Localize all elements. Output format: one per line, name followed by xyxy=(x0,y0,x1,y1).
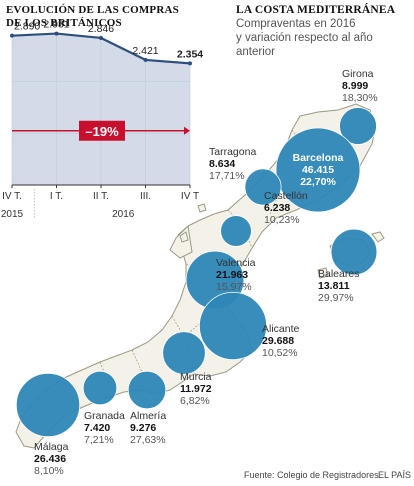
place-value: 6.238 xyxy=(264,202,291,214)
bubble-granada xyxy=(82,370,118,406)
place-name: Granada xyxy=(84,410,125,422)
value-label: 2.354 xyxy=(177,48,203,60)
small-island xyxy=(317,267,329,279)
place-name: Castellón xyxy=(264,190,308,202)
place-name: Málaga xyxy=(34,441,69,453)
place-name: Girona xyxy=(342,68,374,80)
place-change: 8,10% xyxy=(34,465,64,477)
year-label: 2015 xyxy=(1,209,24,220)
place-change: 22,70% xyxy=(300,176,336,188)
change-badge-label: –19% xyxy=(85,124,119,139)
place-value: 21.963 xyxy=(216,269,249,281)
bubble-label-tarragona: Tarragona 8.634 17,71% xyxy=(209,146,256,182)
place-value: 7.420 xyxy=(84,422,111,434)
bubble-label-granada: Granada 7.420 7,21% xyxy=(84,410,125,446)
data-point xyxy=(188,61,192,66)
bubble-layer xyxy=(15,107,378,438)
x-tick-label: I T. xyxy=(50,191,63,202)
bubble-malaga xyxy=(15,372,81,438)
bubble-label-alicante: Alicante 29.688 10,52% xyxy=(262,323,299,359)
place-change: 29,97% xyxy=(318,292,354,304)
brand-label: EL PAÍS xyxy=(378,470,412,480)
bubble-tarragona xyxy=(244,168,282,206)
area-chart-layer: 2.890 2.931 2.846 2.421 2.354 IV T. I T. II T. I… xyxy=(1,19,203,220)
bubble-label-valencia: Valencia 21.963 15,97% xyxy=(216,257,256,293)
year-label: 2016 xyxy=(112,209,135,220)
place-change: 7,21% xyxy=(84,434,114,446)
left-title-line2: DE LOS BRITÁNICOS xyxy=(6,17,122,29)
place-name: Baleares xyxy=(318,268,360,280)
value-label: 2.890 xyxy=(14,21,40,33)
place-value: 9.276 xyxy=(130,422,157,434)
bubble-label-girona: Girona 8.999 18,30% xyxy=(342,68,378,104)
place-name: Almería xyxy=(130,410,167,422)
place-name: Valencia xyxy=(216,257,256,269)
place-name: Barcelona xyxy=(292,152,344,164)
bubble-almeria xyxy=(127,370,167,410)
place-name: Alicante xyxy=(262,323,300,335)
bubble-alicante xyxy=(199,292,267,360)
bubble-barcelona xyxy=(275,127,361,213)
small-island xyxy=(371,231,385,243)
place-value: 11.972 xyxy=(180,383,212,395)
subtitle-line2: y variación respecto al año anterior xyxy=(236,32,373,58)
source-note: Fuente: Colegio de Registradores. xyxy=(244,470,382,480)
right-chart-title: LA COSTA MEDITERRÁNEA xyxy=(236,4,396,16)
x-tick-label: IV T. xyxy=(2,191,22,202)
place-value: 8.999 xyxy=(342,80,369,92)
change-arrow-head xyxy=(184,126,190,135)
small-island xyxy=(197,203,207,213)
data-point xyxy=(54,31,59,36)
bubble-label-baleares: Baleares 13.811 29,97% xyxy=(318,268,359,304)
x-tick-label: IV T xyxy=(181,191,199,202)
place-change: 15,97% xyxy=(216,281,252,293)
bubble-label-castellon: Castellón 6.238 10,23% xyxy=(264,190,308,226)
data-point xyxy=(143,57,148,62)
place-value: 13.811 xyxy=(318,280,350,292)
place-change: 17,71% xyxy=(209,170,245,182)
data-point xyxy=(10,33,14,38)
place-value: 26.436 xyxy=(34,453,67,465)
change-badge xyxy=(79,120,125,141)
bubble-murcia xyxy=(162,331,206,375)
place-value: 29.688 xyxy=(262,335,295,347)
subtitle-line1: Compraventas en 2016 xyxy=(236,18,356,30)
left-chart-title: EVOLUCIÓN DE LAS COMPRAS DE LOS BRITÁNIC… xyxy=(6,4,179,30)
bubble-girona xyxy=(339,107,377,145)
bubble-baleares xyxy=(330,228,378,276)
place-name: Murcia xyxy=(180,371,212,383)
value-label: 2.421 xyxy=(132,45,158,57)
small-island xyxy=(179,231,189,243)
x-tick-label: II T. xyxy=(93,191,109,202)
x-tick-label: III. xyxy=(140,191,151,202)
place-name: Tarragona xyxy=(209,146,257,158)
place-change: 27,63% xyxy=(130,434,166,446)
place-change: 6,82% xyxy=(180,395,210,407)
place-change: 10,23% xyxy=(264,214,300,226)
place-change: 18,30% xyxy=(342,92,378,104)
place-change: 10,52% xyxy=(262,347,298,359)
place-value: 46.415 xyxy=(301,164,335,176)
left-title-line1: EVOLUCIÓN DE LAS COMPRAS xyxy=(6,4,179,16)
value-label: 2.846 xyxy=(88,23,114,35)
bubble-label-malaga: Málaga 26.436 8,10% xyxy=(34,441,68,477)
value-label: 2.931 xyxy=(43,19,69,31)
place-value: 8.634 xyxy=(209,158,236,170)
data-point xyxy=(99,35,103,40)
right-chart-subtitle: Compraventas en 2016 y variación respect… xyxy=(236,17,414,59)
bubble-label-almeria: Almería 9.276 27,63% xyxy=(130,410,166,446)
bubble-label-murcia: Murcia 11.972 6,82% xyxy=(180,371,212,407)
bubble-castellon xyxy=(220,215,252,247)
bubble-label-barcelona: Barcelona 46.415 22,70% xyxy=(278,152,358,188)
